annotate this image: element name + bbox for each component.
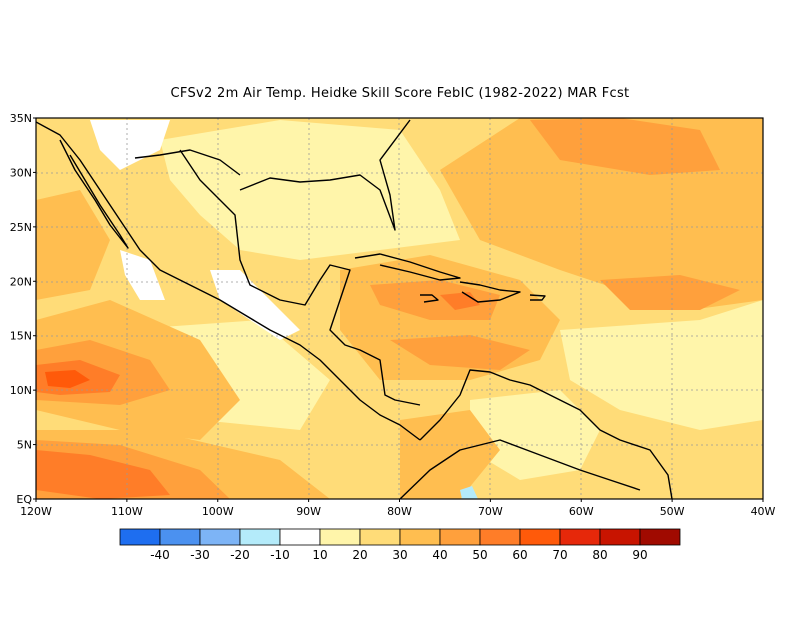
colorbar-swatch [599, 528, 641, 546]
coast-jamaica [420, 294, 439, 303]
colorbar-swatch [439, 528, 481, 546]
colorbar-swatch [479, 528, 521, 546]
coast-gulf [179, 149, 421, 406]
field-orange-atlantic [530, 118, 720, 175]
field-white-mexico [210, 270, 300, 340]
colorbar-label: 70 [552, 548, 567, 562]
field-red-pacific-core [45, 370, 90, 388]
colorbar-swatch [519, 528, 561, 546]
colorbar-label: -40 [150, 548, 170, 562]
field-light-yellow-east [560, 300, 763, 430]
colorbar-swatch [399, 528, 441, 546]
graticule [36, 118, 763, 499]
coast-baja [59, 139, 129, 249]
skill-field [36, 118, 763, 499]
lon-label: 80W [387, 505, 412, 518]
lon-label: 100W [202, 505, 234, 518]
coast-south-america [419, 369, 673, 499]
colorbar-label: 80 [592, 548, 607, 562]
chart-title: CFSv2 2m Air Temp. Heidke Skill Score Fe… [170, 86, 630, 101]
lat-label: 15N [10, 330, 32, 343]
coast-us-gulf [239, 119, 411, 231]
colorbar-label: 50 [472, 548, 487, 562]
colorbar-label: 60 [512, 548, 527, 562]
field-light-yellow-gulf [160, 120, 460, 260]
colorbar-label: 10 [312, 548, 327, 562]
colorbar-swatch [239, 528, 281, 546]
coast-cuba [354, 253, 461, 281]
field-light-orange-west [36, 190, 110, 300]
lat-label: 30N [10, 166, 32, 179]
lat-label: 5N [17, 439, 32, 452]
lat-label: 25N [10, 221, 32, 234]
coastlines [36, 119, 673, 499]
field-blue-spot [460, 486, 478, 499]
lon-label: 120W [20, 505, 52, 518]
coast-colombia-inland [399, 439, 641, 499]
colorbar-swatch [359, 528, 401, 546]
lat-label: 35N [10, 112, 32, 125]
lat-label: 10N [10, 384, 32, 397]
field-light-orange-sam [400, 410, 500, 499]
lon-label: 110W [111, 505, 143, 518]
colorbar-label: 20 [352, 548, 367, 562]
field-orange-caribbean-south [390, 335, 530, 370]
colorbar: -40 -30 -20 -10 10 20 30 40 50 60 70 80 90 [119, 528, 681, 562]
colorbar-swatch [319, 528, 361, 546]
coast-puerto-rico [529, 294, 546, 301]
field-light-yellow-sam [470, 390, 600, 480]
field-white-baja [120, 250, 165, 300]
field-red-eq [36, 450, 170, 499]
lon-label: 60W [569, 505, 594, 518]
lon-label: 50W [660, 505, 685, 518]
coast-hispaniola [459, 281, 521, 303]
colorbar-label: 90 [632, 548, 647, 562]
colorbar-swatch [639, 528, 681, 546]
latitude-labels: 35N 30N 25N 20N 15N 10N 5N EQ [10, 112, 36, 506]
lon-label: 70W [478, 505, 503, 518]
lon-label: 40W [751, 505, 776, 518]
border-us-mexico [134, 149, 241, 176]
field-white-north [90, 120, 170, 170]
colorbar-swatch [159, 528, 201, 546]
colorbar-label: 40 [432, 548, 447, 562]
field-orange-atlantic-mid [600, 275, 740, 310]
colorbar-label: -10 [270, 548, 290, 562]
coast-mexico-pacific [36, 121, 421, 441]
lat-label: EQ [16, 493, 32, 506]
longitude-labels: 120W 110W 100W 90W 80W 70W 60W 50W 40W [20, 499, 776, 518]
lon-label: 90W [296, 505, 321, 518]
colorbar-swatch [559, 528, 601, 546]
colorbar-label: 30 [392, 548, 407, 562]
colorbar-swatch [279, 528, 321, 546]
colorbar-swatch [119, 528, 161, 546]
colorbar-label: -20 [230, 548, 250, 562]
colorbar-label: -30 [190, 548, 210, 562]
colorbar-swatch [199, 528, 241, 546]
lat-label: 20N [10, 275, 32, 288]
